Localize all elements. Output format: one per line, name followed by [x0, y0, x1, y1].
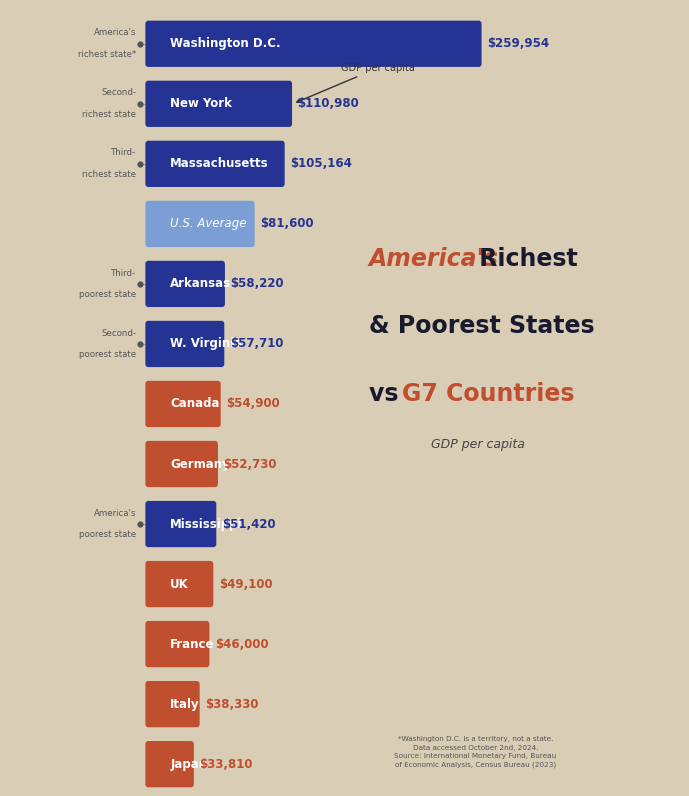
Text: W. Virginia: W. Virginia: [170, 338, 243, 350]
Text: UK: UK: [170, 578, 189, 591]
Text: Arkansas: Arkansas: [170, 278, 232, 291]
Text: $58,220: $58,220: [230, 278, 284, 291]
FancyBboxPatch shape: [145, 141, 285, 187]
Text: richest state: richest state: [83, 170, 136, 179]
Text: Second-: Second-: [101, 88, 136, 97]
Text: U.S. Average: U.S. Average: [170, 217, 247, 230]
FancyBboxPatch shape: [145, 380, 220, 427]
Text: G7 Countries: G7 Countries: [402, 382, 574, 406]
Text: poorest state: poorest state: [79, 350, 136, 359]
Text: Second-: Second-: [101, 329, 136, 338]
FancyBboxPatch shape: [145, 201, 255, 247]
FancyBboxPatch shape: [145, 21, 482, 67]
FancyBboxPatch shape: [145, 561, 214, 607]
Text: Richest: Richest: [471, 247, 577, 271]
FancyBboxPatch shape: [145, 741, 194, 787]
Text: Italy: Italy: [170, 697, 200, 711]
Text: $57,710: $57,710: [230, 338, 283, 350]
Text: $110,980: $110,980: [298, 97, 360, 111]
FancyBboxPatch shape: [145, 441, 218, 487]
FancyBboxPatch shape: [145, 681, 200, 728]
Text: Germany: Germany: [170, 458, 230, 470]
Text: Massachusetts: Massachusetts: [170, 158, 269, 170]
Text: $49,100: $49,100: [219, 578, 272, 591]
FancyBboxPatch shape: [145, 501, 216, 547]
Text: $46,000: $46,000: [215, 638, 269, 650]
FancyBboxPatch shape: [145, 80, 292, 127]
Text: $52,730: $52,730: [223, 458, 277, 470]
Text: richest state*: richest state*: [78, 50, 136, 59]
Text: Washington D.C.: Washington D.C.: [170, 37, 281, 50]
Text: $38,330: $38,330: [205, 697, 258, 711]
FancyBboxPatch shape: [145, 261, 225, 307]
Text: vs: vs: [369, 382, 407, 406]
Text: France: France: [170, 638, 215, 650]
Text: Mississippi: Mississippi: [170, 517, 243, 530]
Text: Third-: Third-: [112, 149, 136, 158]
Text: $51,420: $51,420: [222, 517, 276, 530]
Text: richest state: richest state: [83, 110, 136, 119]
Text: America's: America's: [94, 509, 136, 517]
Text: *Washington D.C. is a territory, not a state.
Data accessed October 2nd, 2024.
S: *Washington D.C. is a territory, not a s…: [394, 736, 557, 768]
Text: poorest state: poorest state: [79, 530, 136, 540]
Text: $259,954: $259,954: [487, 37, 549, 50]
Text: poorest state: poorest state: [79, 291, 136, 299]
Text: Third-: Third-: [112, 268, 136, 278]
Text: GDP per capita: GDP per capita: [431, 439, 524, 451]
Text: Canada: Canada: [170, 397, 220, 411]
Text: $54,900: $54,900: [226, 397, 280, 411]
Text: America's: America's: [94, 29, 136, 37]
Text: $81,600: $81,600: [260, 217, 313, 230]
Text: Japan: Japan: [170, 758, 207, 771]
Text: New York: New York: [170, 97, 232, 111]
Text: GDP per capita: GDP per capita: [297, 63, 415, 103]
Text: $105,164: $105,164: [290, 158, 352, 170]
Text: $33,810: $33,810: [199, 758, 253, 771]
FancyBboxPatch shape: [145, 621, 209, 667]
Text: & Poorest States: & Poorest States: [369, 314, 594, 338]
FancyBboxPatch shape: [145, 321, 225, 367]
Text: America's: America's: [369, 247, 499, 271]
